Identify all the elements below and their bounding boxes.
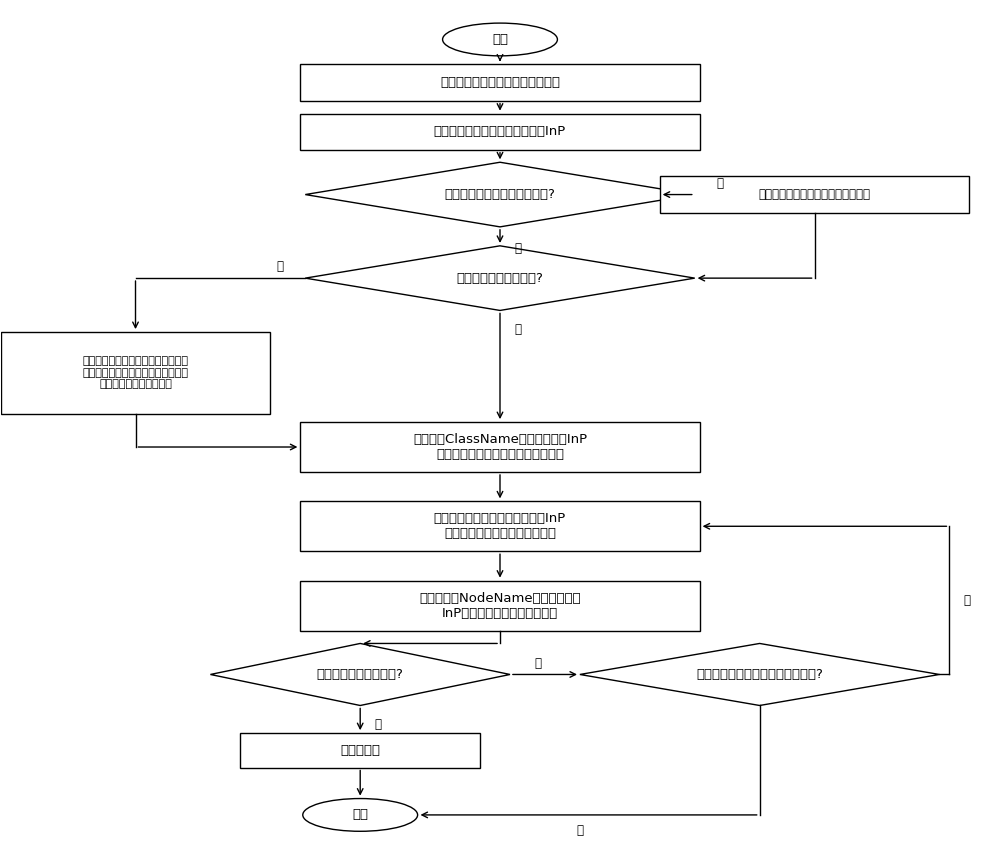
Text: 将节点名称NodeName与请求兴趣包
InP中请求兴趣名进行前缀匹配: 将节点名称NodeName与请求兴趣包 InP中请求兴趣名进行前缀匹配 [419,591,581,620]
Text: 是否找到所需要的数据?: 是否找到所需要的数据? [317,668,404,681]
Bar [300,501,700,551]
Polygon shape [210,644,510,705]
Polygon shape [580,644,939,705]
Text: 查询类簇相似表中是否存在剩余项?: 查询类簇相似表中是否存在剩余项? [696,668,823,681]
Text: 结束: 结束 [352,809,368,822]
Text: 簇头节点是否发生异常?: 簇头节点是否发生异常? [457,272,543,285]
Text: 否: 否 [514,242,521,255]
Text: 否: 否 [534,657,541,670]
Text: 簇内节点是否发生登入或登出?: 簇内节点是否发生登入或登出? [445,188,555,201]
Bar [660,176,969,212]
Text: 是: 是 [375,718,382,731]
Text: 开始: 开始 [492,33,508,46]
Text: 返回数据包: 返回数据包 [340,744,380,757]
Text: 将类簇名ClassName与请求兴趣包InP
中类名进行匹配，并形成类簇相似表: 将类簇名ClassName与请求兴趣包InP 中类名进行匹配，并形成类簇相似表 [413,433,587,461]
Text: 否: 否 [514,323,521,336]
Text: 将请求兴趣包解析为请求兴趣包InP: 将请求兴趣包解析为请求兴趣包InP [434,125,566,138]
Text: 对簇内节点信息索引表进行更新处理: 对簇内节点信息索引表进行更新处理 [759,188,871,201]
Text: 是: 是 [716,177,723,190]
Text: 否: 否 [576,824,583,837]
Bar [240,733,480,767]
Bar [300,114,700,150]
Text: 获取簇内信息索引表信息，对簇头节
点信息库进行更新处理；对簇内节点
信息索引表进行更新处理: 获取簇内信息索引表信息，对簇头节 点信息库进行更新处理；对簇内节点 信息索引表进… [83,356,189,389]
Bar [300,65,700,101]
Text: 是: 是 [964,594,971,607]
Text: 依据类簇相似表，将请求兴趣包InP
发送到相关的簇内节点匹配模块: 依据类簇相似表，将请求兴趣包InP 发送到相关的簇内节点匹配模块 [434,513,566,540]
Ellipse shape [303,798,418,831]
Bar [300,422,700,472]
Polygon shape [305,162,695,227]
Polygon shape [305,246,695,311]
Bar [1,332,270,414]
Bar [300,581,700,631]
Text: 将请求数据包发送到名称解析模块: 将请求数据包发送到名称解析模块 [440,76,560,89]
Ellipse shape [443,23,557,56]
Text: 是: 是 [277,261,284,274]
